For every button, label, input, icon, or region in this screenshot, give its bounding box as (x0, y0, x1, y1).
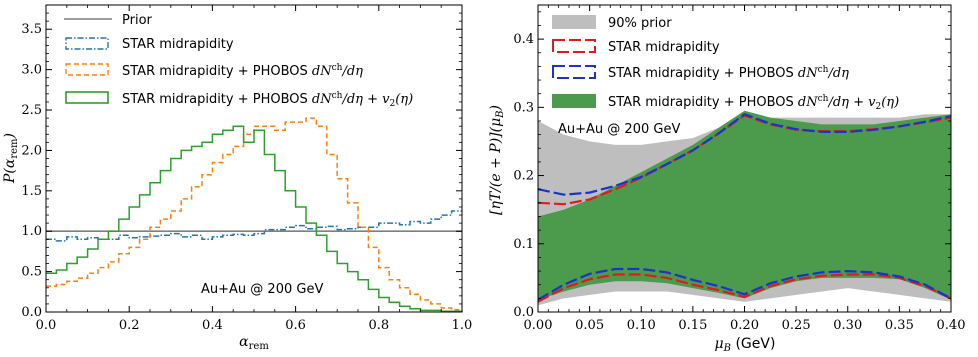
y-tick-label: 3.0 (21, 63, 42, 78)
left-y-axis-label: P(αrem) (2, 133, 20, 184)
series-1-lower (537, 267, 952, 301)
legend-label-star: STAR midrapidity (122, 37, 234, 52)
left-legend: Prior STAR midrapidity STAR midrapidity … (64, 13, 413, 109)
y-tick-label: 0.1 (513, 237, 534, 252)
x-tick-label: 0.20 (730, 318, 759, 333)
y-tick-label: 3.5 (21, 22, 42, 37)
series-step-3 (46, 125, 463, 312)
legend-label-prior-band: 90% prior (608, 16, 672, 31)
right-panel: 0.00 0.05 0.10 0.15 0.20 0.25 0.30 0.35 0.40 0.0 0… (488, 4, 965, 354)
series-step-1 (46, 210, 462, 242)
legend-swatch-star-phobos-v2 (65, 91, 109, 104)
left-panel: 0.0 0.2 0.4 0.6 0.8 1.0 0.0 0.5 1.0 1.5 2.0 2.5 3.0 3… (2, 4, 472, 352)
y-tick-label: 0.2 (513, 169, 534, 184)
legend-label-star-phobos-v2: STAR midrapidity + PHOBOS dNch/dη + v2(η… (122, 91, 413, 109)
x-tick-label: 0.15 (678, 318, 707, 333)
legend-swatch-star-phobos-v2-band (552, 94, 596, 108)
legend-swatch-star-phobos (65, 63, 109, 76)
right-x-axis-label: μB (GeV) (715, 336, 776, 354)
y-tick-label: 0.3 (513, 100, 534, 115)
right-legend: 90% prior STAR midrapidity STAR midrapid… (552, 15, 899, 112)
right-y-axis-label: [ηT/(e + P)](μB) (488, 105, 506, 215)
series-1-upper (537, 112, 952, 196)
x-tick-label: 0.05 (575, 318, 604, 333)
left-plot-marks (46, 117, 463, 312)
legend-swatch-prior-band (552, 15, 596, 29)
x-tick-label: 0.8 (368, 318, 389, 333)
legend-swatch-star-phobos-blue (552, 65, 596, 79)
right-annotation: Au+Au @ 200 GeV (558, 122, 680, 137)
right-plot-marks (537, 110, 952, 306)
right-ticks: 0.00 0.05 0.10 0.15 0.20 0.25 0.30 0.35 0.40 0.0 0… (513, 5, 965, 333)
x-tick-label: 1.0 (452, 318, 473, 333)
y-tick-label: 1.5 (21, 184, 42, 199)
x-tick-label: 0.2 (119, 318, 140, 333)
left-annotation: Au+Au @ 200 GeV (201, 282, 323, 297)
y-tick-label: 2.0 (21, 143, 42, 158)
x-tick-label: 0.25 (782, 318, 811, 333)
left-x-axis-label: αrem (239, 334, 269, 352)
series-0-lower (537, 273, 952, 303)
series-step-2 (46, 117, 462, 311)
legend-swatch-star-red (552, 39, 596, 53)
x-tick-label: 0.0 (36, 318, 57, 333)
legend-label-star-phobos: STAR midrapidity + PHOBOS dNch/dη (122, 63, 363, 79)
x-tick-label: 0.40 (937, 318, 966, 333)
y-tick-label: 1.0 (21, 224, 42, 239)
legend-label-star-phobos-v2-band: STAR midrapidity + PHOBOS dNch/dη + v2(η… (608, 94, 899, 112)
x-tick-label: 0.4 (202, 318, 223, 333)
x-tick-label: 0.30 (833, 318, 862, 333)
y-tick-label: 0.0 (21, 305, 42, 320)
band-1 (538, 110, 951, 300)
y-tick-label: 2.5 (21, 103, 42, 118)
legend-label-prior: Prior (122, 13, 153, 28)
x-tick-label: 0.6 (285, 318, 306, 333)
left-ticks: 0.0 0.2 0.4 0.6 0.8 1.0 0.0 0.5 1.0 1.5 2.0 2.5 3.0 3… (21, 5, 472, 333)
x-tick-label: 0.35 (885, 318, 914, 333)
y-tick-label: 0.4 (513, 32, 534, 47)
legend-swatch-star (65, 37, 109, 50)
x-tick-label: 0.10 (627, 318, 656, 333)
legend-label-star-red: STAR midrapidity (608, 40, 720, 55)
y-tick-label: 0.5 (21, 265, 42, 280)
y-tick-label: 0.0 (513, 305, 534, 320)
x-tick-label: 0.00 (524, 318, 553, 333)
legend-label-star-phobos-blue: STAR midrapidity + PHOBOS dNch/dη (608, 65, 849, 81)
